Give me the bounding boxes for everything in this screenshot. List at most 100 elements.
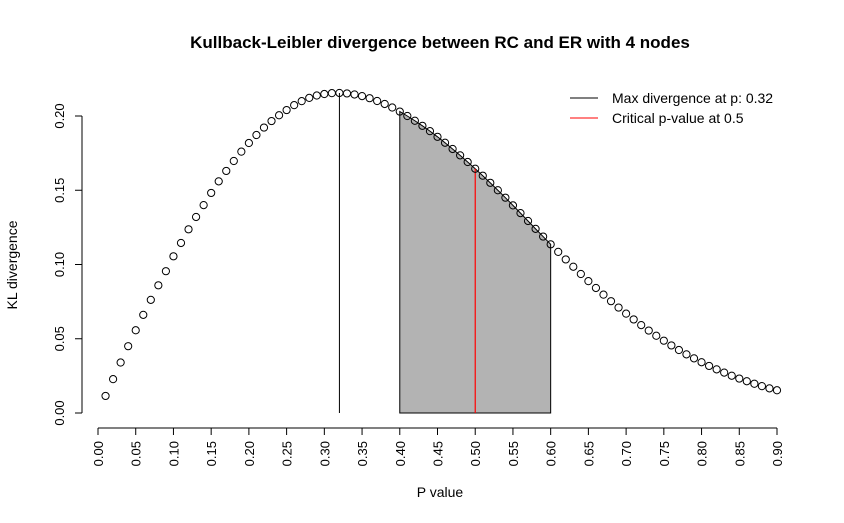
data-point (214, 177, 223, 186)
data-point (606, 297, 616, 306)
x-tick-label: 0.05 (129, 441, 144, 466)
y-tick-label: 0.20 (52, 103, 67, 128)
data-point (486, 178, 495, 187)
data-point (199, 201, 208, 210)
data-point (456, 151, 465, 160)
data-point (629, 315, 638, 324)
x-tick-label: 0.30 (317, 441, 332, 466)
data-point (772, 386, 782, 395)
data-point (720, 368, 729, 377)
x-tick-label: 0.55 (506, 441, 521, 466)
data-point (757, 382, 767, 391)
data-point (108, 375, 118, 384)
data-point (546, 240, 555, 249)
data-point (161, 267, 170, 276)
data-point (682, 350, 691, 359)
data-point (116, 358, 125, 367)
data-point (312, 91, 321, 100)
x-tick-label: 0.65 (581, 441, 596, 466)
data-point (501, 193, 510, 202)
legend-label: Max divergence at p: 0.32 (612, 90, 773, 106)
x-tick-label: 0.00 (91, 441, 106, 466)
data-point (440, 138, 450, 147)
x-tick-label: 0.10 (166, 441, 181, 466)
legend-entry: Critical p-value at 0.5 (570, 110, 744, 126)
x-tick-label: 0.25 (280, 441, 295, 466)
data-point (644, 326, 653, 335)
data-point (410, 116, 419, 125)
data-point (222, 166, 231, 176)
x-axis-label: P value (417, 484, 464, 500)
data-point (252, 130, 261, 140)
data-point (448, 144, 457, 154)
data-point (659, 336, 668, 345)
data-point (674, 345, 684, 355)
data-point (591, 283, 601, 293)
data-point (305, 93, 314, 102)
x-tick-label: 0.15 (204, 441, 219, 466)
data-point (765, 384, 774, 393)
x-tick-label: 0.20 (242, 441, 257, 466)
data-point (176, 238, 186, 248)
data-point (735, 374, 744, 383)
x-tick-label: 0.80 (695, 441, 710, 466)
legend: Max divergence at p: 0.32 Critical p-valu… (570, 90, 773, 126)
data-point (146, 295, 155, 304)
data-point (508, 201, 518, 210)
data-point (373, 96, 382, 106)
x-tick-label: 0.75 (657, 441, 672, 466)
data-point (561, 255, 570, 264)
data-point (342, 89, 352, 98)
data-point (320, 89, 329, 99)
x-tick-label: 0.70 (619, 441, 634, 466)
data-point (705, 361, 714, 371)
data-point (425, 127, 435, 136)
legend-entry: Max divergence at p: 0.32 (570, 90, 773, 106)
data-point (523, 216, 533, 226)
data-point (229, 156, 238, 166)
data-point (637, 320, 646, 330)
data-point (667, 341, 676, 350)
data-point (433, 132, 442, 141)
data-point (169, 252, 178, 261)
data-point (750, 379, 759, 388)
data-point (380, 99, 389, 109)
data-point (622, 309, 631, 318)
x-tick-label: 0.50 (468, 441, 483, 466)
data-point (569, 262, 578, 271)
data-point (244, 138, 253, 148)
x-tick-label: 0.90 (770, 441, 785, 466)
data-point (554, 247, 563, 256)
data-point (531, 224, 540, 233)
data-point (124, 342, 133, 351)
data-point (184, 225, 193, 234)
data-point (516, 209, 525, 218)
data-point (539, 232, 548, 241)
data-point (652, 331, 661, 340)
y-tick-label: 0.00 (52, 400, 67, 425)
data-point (267, 116, 276, 126)
data-point (471, 164, 480, 173)
x-tick-label: 0.85 (732, 441, 747, 466)
data-point (350, 90, 359, 99)
data-point (576, 269, 585, 279)
data-point (689, 354, 699, 363)
data-point (403, 111, 412, 121)
data-point (418, 121, 427, 130)
data-point (584, 277, 593, 286)
x-tick-label: 0.40 (393, 441, 408, 466)
data-point (614, 303, 623, 312)
x-tick-label: 0.35 (355, 441, 370, 466)
data-point (290, 101, 299, 110)
data-point (599, 290, 608, 299)
y-tick-label: 0.10 (52, 252, 67, 277)
data-point (365, 94, 374, 103)
data-point (395, 107, 404, 116)
legend-label: Critical p-value at 0.5 (612, 110, 744, 126)
data-point (297, 97, 306, 106)
chart-title: Kullback-Leibler divergence between RC a… (190, 33, 690, 52)
x-tick-label: 0.45 (431, 441, 446, 466)
y-axis-label: KL divergence (4, 220, 20, 309)
axes: 0.00 0.05 0.10 0.15 0.20 0.25 0.30 0.35 0.40 0.45… (52, 103, 785, 466)
